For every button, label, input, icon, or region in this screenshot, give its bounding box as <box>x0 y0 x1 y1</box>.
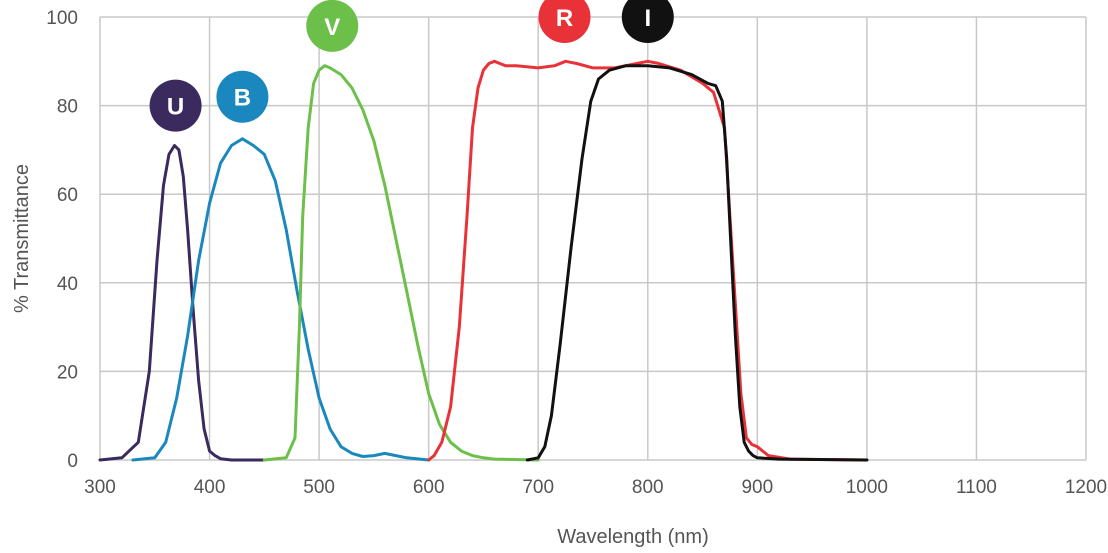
badge-r: R <box>538 0 591 43</box>
badge-label: R <box>556 5 573 32</box>
x-tick-label: 1000 <box>846 477 888 498</box>
badge-i: I <box>621 0 674 43</box>
badge-circle <box>216 70 269 123</box>
badge-label: B <box>234 85 251 112</box>
y-tick-label: 20 <box>57 362 78 383</box>
badge-b: B <box>216 70 269 123</box>
x-tick-label: 300 <box>84 477 116 498</box>
x-tick-label: 600 <box>413 477 445 498</box>
badge-label: I <box>644 5 651 32</box>
y-axis-title: % Transmittance <box>11 164 33 313</box>
y-tick-label: 40 <box>57 274 78 295</box>
x-tick-label: 400 <box>194 477 226 498</box>
y-tick-label: 80 <box>57 97 78 118</box>
badge-circle <box>149 79 202 132</box>
x-tick-label: 1200 <box>1065 477 1107 498</box>
x-tick-label: 800 <box>632 477 664 498</box>
tick-labels: 300 400 500 600 700 800 900 1000 1100 1200 0 20 40 60… <box>46 8 1107 498</box>
y-tick-label: 60 <box>57 185 78 206</box>
x-tick-label: 500 <box>303 477 335 498</box>
series-line-v <box>262 64 540 462</box>
series-line-r <box>427 59 869 462</box>
legend-badges: U B V R I <box>149 0 674 132</box>
x-axis-title: Wavelength (nm) <box>557 526 709 548</box>
series-line-u <box>98 144 266 462</box>
badge-label: U <box>167 94 184 121</box>
badge-v: V <box>306 0 359 52</box>
x-tick-label: 700 <box>522 477 554 498</box>
badge-circle <box>306 0 359 52</box>
badge-label: V <box>324 14 340 41</box>
badge-circle <box>538 0 591 43</box>
x-tick-label: 1100 <box>956 477 997 498</box>
badge-circle <box>621 0 674 43</box>
series-layer <box>98 59 869 462</box>
series-line-i <box>525 64 869 462</box>
series-line-b <box>131 137 431 462</box>
y-tick-label: 100 <box>46 8 78 29</box>
x-tick-label: 900 <box>741 477 773 498</box>
y-tick-label: 0 <box>67 451 78 472</box>
badge-u: U <box>149 79 202 132</box>
